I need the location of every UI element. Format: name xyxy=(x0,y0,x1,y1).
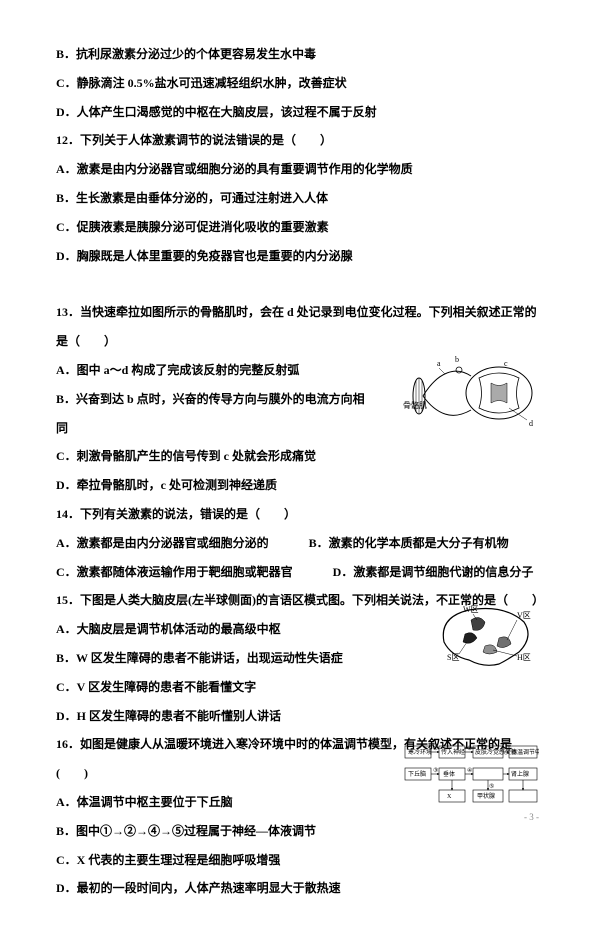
option-text: D．牵拉骨骼肌时，c 处可检测到神经递质 xyxy=(56,471,539,500)
label-w: W区 xyxy=(463,605,479,614)
figure-brain-areas: W区 S区 V区 H区 xyxy=(429,602,539,670)
option-text: C．激素都随体液运输作用于靶细胞或靶器官 xyxy=(56,558,293,587)
num-2: ② xyxy=(467,745,472,752)
box-x: X xyxy=(447,794,452,800)
option-text: C．刺激骨骼肌产生的信号传到 c 处就会形成痛觉 xyxy=(56,442,539,471)
thermo-svg: 寒冷环境 传入神经 皮肤冷觉感受器 体温调节中枢 下丘脑 垂体 肾上腺 X 甲状… xyxy=(403,742,539,806)
option-text: B．图中①→②→④→⑤过程属于神经—体液调节 xyxy=(56,817,539,846)
box-adr: 肾上腺 xyxy=(511,770,529,778)
num-4: ④ xyxy=(467,767,472,774)
options-row-14-2: C．激素都随体液运输作用于靶细胞或靶器官 D．激素都是调节细胞代谢的信息分子 xyxy=(56,558,539,587)
option-text: D．H 区发生障碍的患者不能听懂别人讲话 xyxy=(56,702,539,731)
mark-d: d xyxy=(529,419,533,428)
box-thy: 甲状腺 xyxy=(477,792,495,800)
num-3: ③ xyxy=(433,767,438,774)
option-text: D．胸腺既是人体里重要的免疫器官也是重要的内分泌腺 xyxy=(56,242,539,271)
option-text: C．V 区发生障碍的患者不能看懂文字 xyxy=(56,673,539,702)
box-center: 体温调节中枢 xyxy=(511,748,539,756)
box-cold: 寒冷环境 xyxy=(408,748,432,756)
options-row-14-1: A．激素都是由内分泌器官或细胞分泌的 B．激素的化学本质都是大分子有机物 xyxy=(56,529,539,558)
option-text: B．抗利尿激素分泌过少的个体更容易发生水中毒 xyxy=(56,40,539,69)
option-text: D．激素都是调节细胞代谢的信息分子 xyxy=(333,558,534,587)
label-s: S区 xyxy=(447,653,459,662)
muscle-label: 骨骼肌 xyxy=(403,400,427,411)
figure-reflex-arc: a b c d 骨骼肌 xyxy=(409,348,539,440)
question-13: 13．当快速牵拉如图所示的骨骼肌时，会在 d 处记录到电位变化过程。下列相关叙述… xyxy=(56,298,539,327)
box-pit: 垂体 xyxy=(443,770,455,778)
box-hypo: 下丘脑 xyxy=(408,770,426,778)
option-text: C．静脉滴注 0.5%盐水可迅速减轻组织水肿，改善症状 xyxy=(56,69,539,98)
option-text: D．人体产生口渴感觉的中枢在大脑皮层，该过程不属于反射 xyxy=(56,98,539,127)
question-14: 14．下列有关激素的说法，错误的是（ ） xyxy=(56,500,539,529)
brain-svg: W区 S区 V区 H区 xyxy=(429,602,539,670)
mark-c: c xyxy=(504,359,508,368)
mark-b: b xyxy=(455,355,459,364)
label-h: H区 xyxy=(517,653,531,662)
reflex-arc-svg: a b c d xyxy=(409,348,539,440)
figure-thermoregulation: 寒冷环境 传入神经 皮肤冷觉感受器 体温调节中枢 下丘脑 垂体 肾上腺 X 甲状… xyxy=(403,742,539,806)
option-text: B．激素的化学本质都是大分子有机物 xyxy=(309,529,509,558)
spacer xyxy=(56,270,539,298)
question-12: 12．下列关于人体激素调节的说法错误的是（ ） xyxy=(56,126,539,155)
option-text: D．最初的一段时间内，人体产热速率明显大于散热速 xyxy=(56,874,539,903)
box-nerve: 传入神经 xyxy=(441,748,465,756)
label-v: V区 xyxy=(517,611,531,620)
mark-a: a xyxy=(437,359,441,368)
option-text: A．激素是由内分泌器官或细胞分泌的具有重要调节作用的化学物质 xyxy=(56,155,539,184)
page-number: - 3 - xyxy=(524,812,539,822)
option-text: C．促胰液素是胰腺分泌可促进消化吸收的重要激素 xyxy=(56,213,539,242)
option-text: C．X 代表的主要生理过程是细胞呼吸增强 xyxy=(56,846,539,875)
option-text: B．生长激素是由垂体分泌的，可通过注射进入人体 xyxy=(56,184,539,213)
num-5: ⑤ xyxy=(489,783,494,790)
option-text: A．激素都是由内分泌器官或细胞分泌的 xyxy=(56,529,269,558)
num-1: ① xyxy=(433,745,438,752)
